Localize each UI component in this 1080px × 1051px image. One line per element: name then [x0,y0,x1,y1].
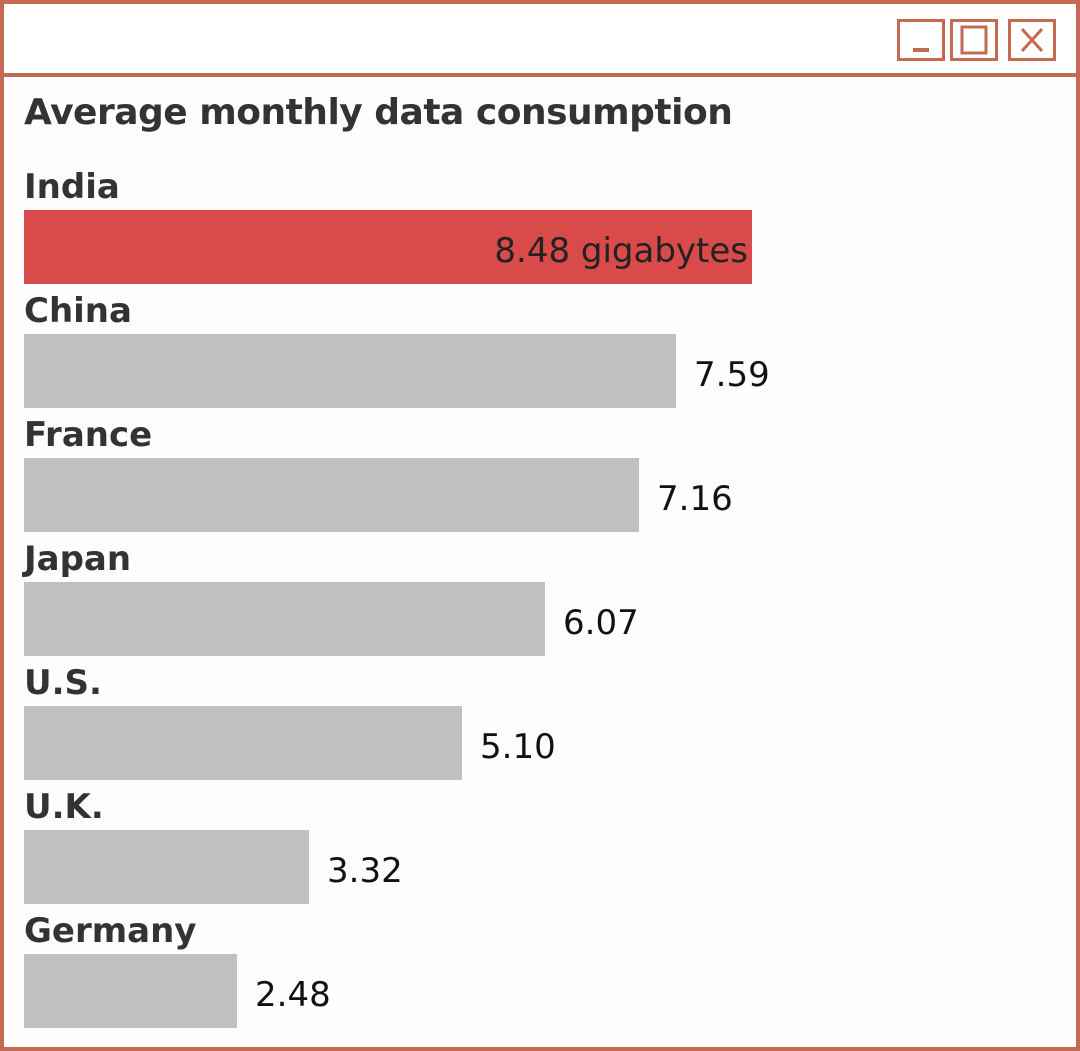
category-label: U.K. [24,787,104,827]
value-label: 8.48 gigabytes [494,231,748,271]
minimize-icon [913,48,929,52]
value-label: 6.07 [563,603,639,643]
chart-area: Average monthly data consumption India 8.… [4,77,1076,1051]
maximize-button[interactable] [950,19,998,61]
bar-chart: India 8.48 gigabytes China 7.59 France 7.16 Ja… [22,167,770,1028]
value-label: 3.32 [327,851,403,891]
maximize-icon [960,25,988,55]
category-label: India [24,167,120,207]
value-label: 7.16 [657,479,733,519]
bar [24,582,545,656]
category-label: U.S. [24,663,102,703]
chart-title: Average monthly data consumption [24,92,733,133]
title-bar [4,4,1076,77]
value-label: 5.10 [480,727,556,767]
category-label: Germany [24,911,196,951]
category-label: Japan [22,539,131,579]
bar [24,210,752,284]
category-label: France [24,415,152,455]
bar [24,458,639,532]
bar [24,706,462,780]
value-label: 2.48 [255,975,331,1015]
value-label: 7.59 [694,355,770,395]
close-icon [1020,27,1044,53]
bar [24,830,309,904]
minimize-button[interactable] [897,19,945,61]
category-label: China [24,291,132,331]
bar [24,334,676,408]
bar [24,954,237,1028]
close-button[interactable] [1008,19,1056,61]
